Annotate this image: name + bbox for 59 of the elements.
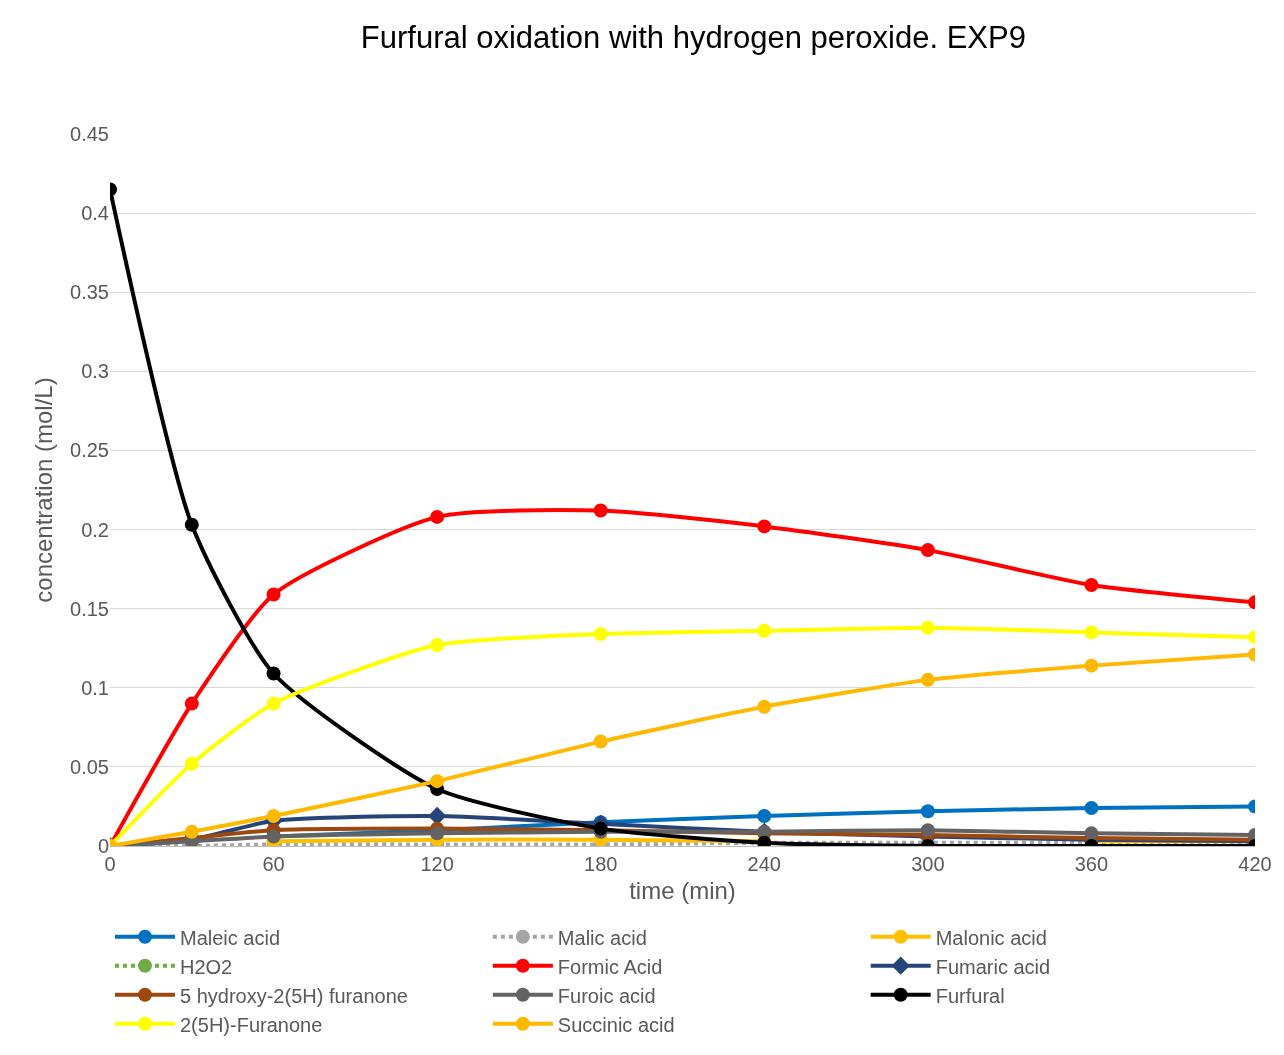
x-tick-label: 360 xyxy=(1074,853,1109,875)
point xyxy=(1084,577,1099,592)
x-tick-label: 300 xyxy=(911,853,945,875)
point xyxy=(184,517,199,532)
y-tick-label: 0.3 xyxy=(81,360,109,383)
x-tick-label: 60 xyxy=(262,853,285,875)
point xyxy=(266,666,281,681)
legend-label: Maleic acid xyxy=(180,926,281,949)
point xyxy=(757,623,772,638)
y-tick-label: 0.25 xyxy=(70,439,109,462)
x-tick-label: 240 xyxy=(747,853,781,875)
legend-label: Formic Acid xyxy=(557,955,663,978)
point xyxy=(430,774,445,789)
x-tick-label: 420 xyxy=(1238,853,1272,875)
point xyxy=(1084,625,1099,640)
legend-label: Furfural xyxy=(935,984,1005,1007)
point xyxy=(184,824,199,839)
chart-title: Furfural oxidation with hydrogen peroxide. EXP9 xyxy=(360,20,1026,56)
point xyxy=(1084,658,1099,673)
legend-label: Succinic acid xyxy=(557,1013,675,1036)
point xyxy=(920,672,935,687)
point xyxy=(920,823,935,838)
x-axis-title: time (min) xyxy=(629,877,736,905)
y-tick-label: 0.4 xyxy=(81,202,109,225)
point xyxy=(593,734,608,749)
point xyxy=(757,808,772,823)
point xyxy=(430,638,445,653)
point xyxy=(266,808,281,823)
legend-label: Malic acid xyxy=(557,926,647,949)
y-tick-label: 0.15 xyxy=(70,597,109,620)
point xyxy=(920,543,935,558)
point xyxy=(430,509,445,524)
y-tick-label: 0.1 xyxy=(81,676,109,699)
x-tick-label: 180 xyxy=(584,853,618,875)
point xyxy=(1084,801,1099,816)
point xyxy=(184,756,199,771)
point xyxy=(1084,826,1099,841)
x-tick-label: 120 xyxy=(420,853,454,875)
y-tick-label: 0.45 xyxy=(70,123,109,145)
point xyxy=(266,696,281,711)
point xyxy=(593,626,608,641)
legend-label: Malonic acid xyxy=(935,926,1047,949)
legend-label: H2O2 xyxy=(180,955,233,978)
y-axis-title: concentration (mol/L) xyxy=(30,377,57,603)
legend-label: 2(5H)-Furanone xyxy=(180,1013,323,1036)
y-tick-label: 0.35 xyxy=(70,281,109,304)
point xyxy=(593,503,608,518)
legend-label: Fumaric acid xyxy=(935,955,1051,978)
y-tick-label: 0.2 xyxy=(81,518,109,541)
legend-label: Furoic acid xyxy=(557,984,656,1007)
y-tick-label: 0.05 xyxy=(70,755,109,778)
point xyxy=(920,620,935,635)
point xyxy=(757,519,772,534)
point xyxy=(920,804,935,819)
y-tick-label: 0 xyxy=(97,835,109,857)
point xyxy=(757,699,772,714)
legend-label: 5 hydroxy-2(5H) furanone xyxy=(180,984,408,1007)
point xyxy=(266,587,281,602)
point xyxy=(184,696,199,711)
